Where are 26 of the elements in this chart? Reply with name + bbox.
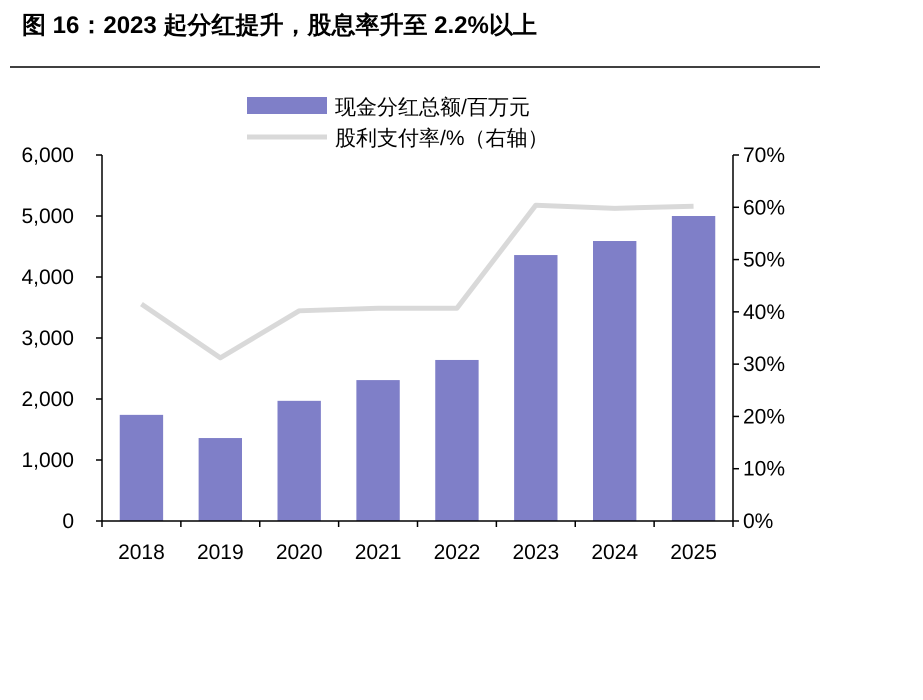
- xtick: 2024: [591, 541, 638, 564]
- title: 图 16：2023 起分红提升，股息率升至 2.2%以上: [22, 12, 537, 39]
- ytick: 0: [62, 510, 74, 533]
- y2tick: 70%: [743, 144, 786, 167]
- y2tick: 10%: [743, 458, 786, 481]
- ytick: 5,000: [21, 205, 74, 228]
- y2tick: 60%: [743, 196, 786, 220]
- ytick: 3,000: [21, 327, 74, 350]
- xtick: 2025: [670, 541, 717, 564]
- legend-label: 现金分红总额/百万元: [335, 96, 530, 119]
- y2tick: 40%: [743, 300, 786, 324]
- xtick: 2021: [354, 541, 402, 564]
- xtick: 2023: [512, 541, 560, 564]
- ytick: 4,000: [21, 266, 74, 289]
- xtick: 2022: [434, 541, 480, 564]
- ytick: 1,000: [21, 449, 74, 472]
- xtick: 2019: [196, 541, 244, 564]
- legend-label: 股利支付率/%（右轴）: [335, 127, 549, 150]
- y2tick: 20%: [743, 405, 786, 428]
- xtick: 2018: [118, 541, 165, 564]
- y2tick: 50%: [743, 248, 786, 272]
- y2tick: 30%: [743, 353, 786, 376]
- xtick: 2020: [276, 541, 323, 564]
- ytick: 2,000: [21, 388, 74, 411]
- ytick: 6,000: [21, 144, 74, 167]
- y2tick: 0%: [743, 510, 774, 533]
